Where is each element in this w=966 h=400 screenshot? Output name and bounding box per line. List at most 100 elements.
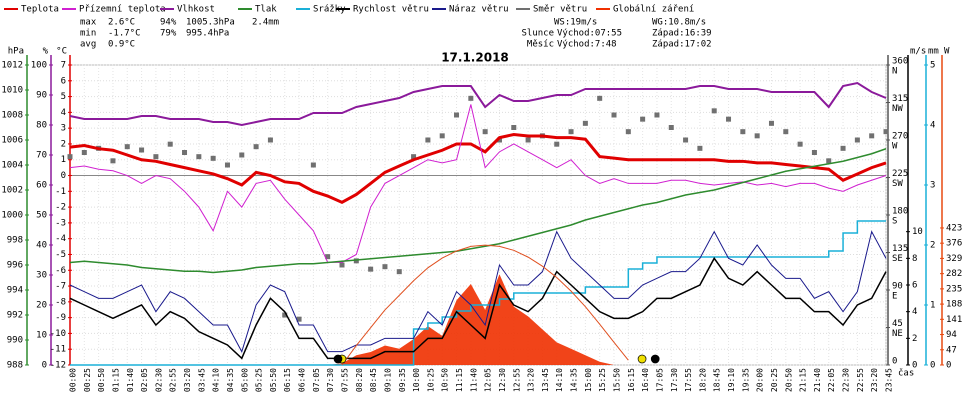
wind-info: WS:19m/s — [554, 18, 597, 28]
stat-value: 94% — [160, 18, 177, 28]
series-point — [811, 150, 817, 155]
series-point — [726, 116, 732, 122]
x-tick-label: 15:00 — [584, 368, 593, 392]
series-point — [625, 129, 631, 135]
x-tick-label: 17:55 — [684, 368, 693, 392]
series-point — [425, 137, 431, 143]
y-tick-label: 188 — [946, 300, 962, 310]
y-tick-label: 1 — [930, 301, 935, 311]
series-point — [239, 152, 245, 158]
series-point — [310, 162, 316, 168]
series-point — [224, 162, 230, 168]
series-point — [740, 129, 746, 135]
series-point — [496, 137, 502, 143]
sun-label: Slunce — [521, 29, 554, 39]
compass-label: NE — [892, 329, 903, 339]
stat-label: avg — [80, 40, 96, 50]
wind-info: WG:10.8m/s — [652, 18, 706, 28]
y-tick-label: 225 — [892, 169, 908, 179]
sun-rise: Východ:07:55 — [557, 29, 622, 39]
series-point — [167, 141, 173, 147]
series-step — [70, 220, 886, 366]
y-tick-label: 6 — [912, 281, 917, 291]
x-tick-label: 15:50 — [613, 368, 622, 392]
series-point — [153, 154, 159, 160]
y-tick-label: 20 — [36, 301, 47, 311]
stat-label: min — [80, 29, 96, 39]
series-point — [139, 147, 145, 153]
y-tick-label: -8 — [55, 297, 66, 307]
y-tick-label: -6 — [55, 266, 66, 276]
x-tick-label: 04:35 — [226, 368, 235, 392]
series-point — [110, 158, 116, 164]
series-point — [697, 145, 703, 151]
y-tick-label: 90 — [892, 282, 903, 292]
series-line — [69, 81, 887, 127]
y-tick-label: 329 — [946, 254, 962, 264]
y-tick-label: 4 — [912, 307, 917, 317]
x-tick-label: 17:05 — [655, 368, 664, 392]
y-tick-label: 1 — [61, 155, 66, 165]
y-tick-label: 992 — [7, 311, 23, 321]
y-tick-label: -10 — [50, 329, 66, 339]
axis-label: hPa — [8, 47, 24, 57]
y-tick-label: 1006 — [1, 136, 23, 146]
y-tick-label: 5 — [61, 92, 66, 102]
series-point — [411, 154, 417, 160]
series-point — [454, 112, 460, 118]
y-tick-label: 90 — [36, 91, 47, 101]
series-area — [70, 274, 886, 365]
y-tick-label: 0 — [930, 361, 935, 371]
y-tick-label: 5 — [930, 61, 935, 71]
y-tick-label: -4 — [55, 234, 66, 244]
x-tick-label: 18:45 — [713, 368, 722, 392]
stat-value: 2.6°C — [108, 18, 135, 28]
x-tick-label: 16:15 — [627, 368, 636, 392]
x-tick-label: 23:20 — [870, 368, 879, 392]
compass-label: W — [892, 142, 898, 152]
y-tick-label: 10 — [912, 227, 923, 237]
compass-label: S — [892, 217, 897, 227]
y-tick-label: 0 — [912, 361, 917, 371]
axis-label: m/s — [910, 47, 926, 57]
y-tick-label: 7 — [61, 61, 66, 71]
x-tick-label: 19:35 — [741, 368, 750, 392]
series-point — [439, 133, 445, 139]
y-tick-label: 994 — [7, 286, 23, 296]
x-tick-label: 12:05 — [484, 368, 493, 392]
y-tick-label: 4 — [930, 121, 935, 131]
y-tick-label: 100 — [31, 61, 47, 71]
x-tick-label: 22:55 — [856, 368, 865, 392]
series-point — [597, 95, 603, 101]
x-tick-label: 20:00 — [756, 368, 765, 392]
x-tick-label: 06:40 — [298, 368, 307, 392]
y-tick-label: 50 — [36, 211, 47, 221]
series-line — [69, 256, 887, 360]
stat-value: 0.9°C — [108, 40, 135, 50]
x-tick-label: 19:10 — [727, 368, 736, 392]
x-tick-label: 02:05 — [140, 368, 149, 392]
y-tick-label: -1 — [55, 187, 66, 197]
series-point — [554, 141, 560, 147]
x-tick-label: 15:25 — [598, 368, 607, 392]
y-tick-label: -2 — [55, 203, 66, 213]
y-tick-label: 0 — [61, 171, 66, 181]
y-tick-label: -7 — [55, 282, 66, 292]
y-tick-label: 1004 — [1, 161, 23, 171]
x-tick-label: 09:35 — [398, 368, 407, 392]
y-tick-label: -9 — [55, 313, 66, 323]
series-point — [783, 129, 789, 135]
series-point — [325, 254, 331, 260]
x-axis-label: čas — [898, 368, 914, 379]
y-tick-label: 315 — [892, 94, 908, 104]
legend-label: Teplota — [21, 5, 59, 15]
x-tick-label: 05:50 — [269, 368, 278, 392]
x-tick-label: 02:55 — [169, 368, 178, 392]
x-tick-label: 08:45 — [369, 368, 378, 392]
series-point — [382, 264, 388, 270]
series-point — [640, 116, 646, 122]
axis-label: mm — [928, 47, 939, 57]
series-point — [654, 112, 660, 118]
y-tick-label: 180 — [892, 207, 908, 217]
x-tick-label: 13:45 — [541, 368, 550, 392]
